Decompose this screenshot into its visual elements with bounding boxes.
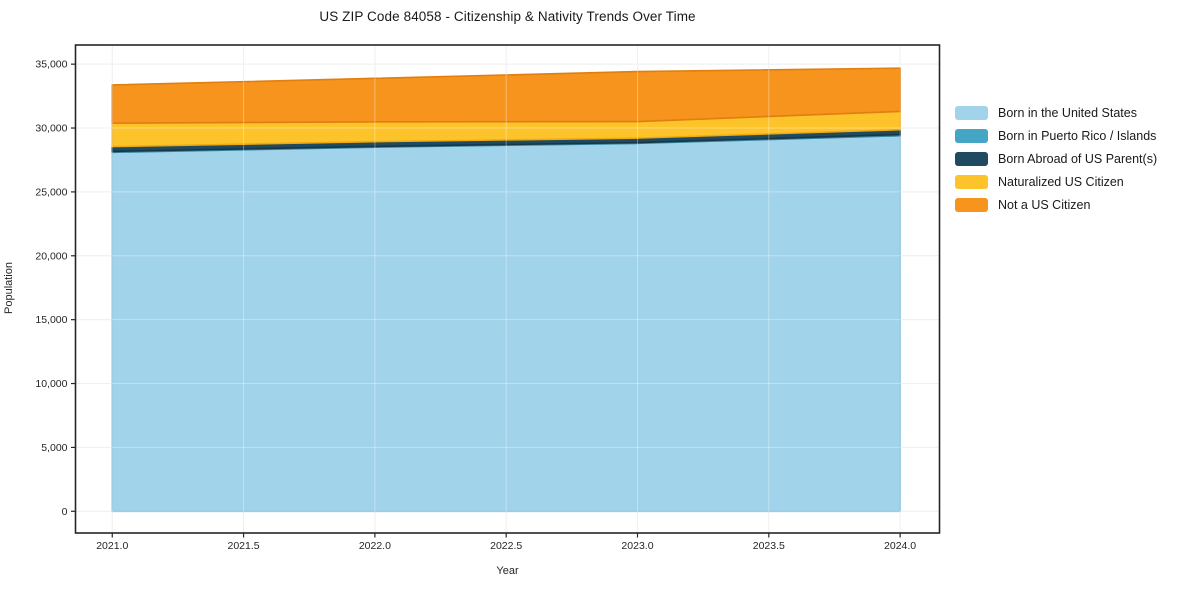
legend-item: Born in the United States — [955, 101, 1157, 124]
legend-label: Born in the United States — [998, 105, 1137, 120]
y-tick-label: 10,000 — [35, 378, 67, 390]
legend-label: Born in Puerto Rico / Islands — [998, 128, 1157, 143]
y-tick-label: 25,000 — [35, 186, 67, 198]
legend-swatch-icon — [955, 174, 988, 189]
legend-swatch-icon — [955, 128, 988, 143]
area-series-4 — [111, 67, 901, 124]
legend-item: Not a US Citizen — [955, 193, 1157, 216]
legend-item: Born in Puerto Rico / Islands — [955, 124, 1157, 147]
legend-label: Naturalized US Citizen — [998, 174, 1124, 189]
legend-label: Born Abroad of US Parent(s) — [998, 151, 1158, 166]
y-tick-label: 30,000 — [35, 123, 67, 135]
x-axis-label: Year — [496, 565, 519, 577]
x-tick-label: 2022.0 — [359, 540, 391, 552]
legend: Born in the United States Born in Puerto … — [955, 101, 1157, 216]
y-tick-label: 5,000 — [41, 442, 67, 454]
y-tick-label: 35,000 — [35, 59, 67, 71]
legend-item: Born Abroad of US Parent(s) — [955, 147, 1157, 170]
legend-swatch-icon — [955, 105, 988, 120]
plot-border — [74, 44, 941, 534]
legend-item: Naturalized US Citizen — [955, 170, 1157, 193]
x-tick-label: 2024.0 — [884, 540, 916, 552]
x-tick-label: 2023.0 — [621, 540, 653, 552]
x-tick-label: 2022.5 — [490, 540, 522, 552]
y-tick-label: 15,000 — [35, 314, 67, 326]
legend-swatch-icon — [955, 151, 988, 166]
legend-swatch-icon — [955, 197, 988, 212]
y-tick-label: 20,000 — [35, 250, 67, 262]
y-tick-label: 0 — [62, 506, 68, 518]
x-tick-label: 2021.0 — [96, 540, 128, 552]
chart-title: US ZIP Code 84058 - Citizenship & Nativi… — [319, 9, 696, 24]
x-tick-label: 2021.5 — [228, 540, 260, 552]
legend-label: Not a US Citizen — [998, 197, 1091, 212]
x-tick-label: 2023.5 — [753, 540, 785, 552]
